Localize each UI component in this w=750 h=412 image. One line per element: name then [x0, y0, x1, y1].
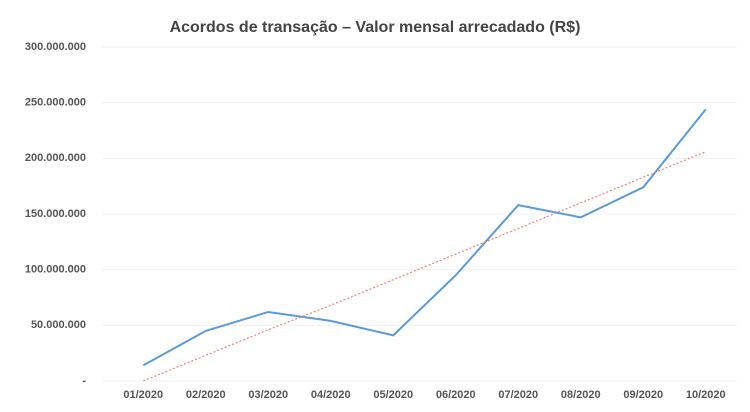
y-tick-label: 250.000.000	[25, 97, 86, 109]
x-tick-label: 03/2020	[248, 389, 288, 401]
x-tick-label: 06/2020	[436, 389, 476, 401]
x-tick-label: 02/2020	[186, 389, 226, 401]
x-tick-label: 10/2020	[686, 389, 726, 401]
x-tick-label: 05/2020	[373, 389, 413, 401]
x-tick-label: 01/2020	[123, 389, 163, 401]
series-line	[142, 108, 707, 367]
y-tick-label: 100.000.000	[25, 264, 86, 276]
y-tick-label: 150.000.000	[25, 208, 86, 220]
x-tick-label: 09/2020	[623, 389, 663, 401]
x-tick-label: 04/2020	[311, 389, 351, 401]
trend-line	[143, 151, 706, 382]
y-tick-label: 50.000.000	[31, 319, 86, 331]
x-tick-label: 07/2020	[498, 389, 538, 401]
chart-title: Acordos de transação – Valor mensal arre…	[170, 19, 581, 36]
y-tick-label: 200.000.000	[25, 152, 86, 164]
y-tick-label: 300.000.000	[25, 41, 86, 53]
y-tick-label: -	[82, 375, 86, 387]
x-tick-label: 08/2020	[561, 389, 601, 401]
